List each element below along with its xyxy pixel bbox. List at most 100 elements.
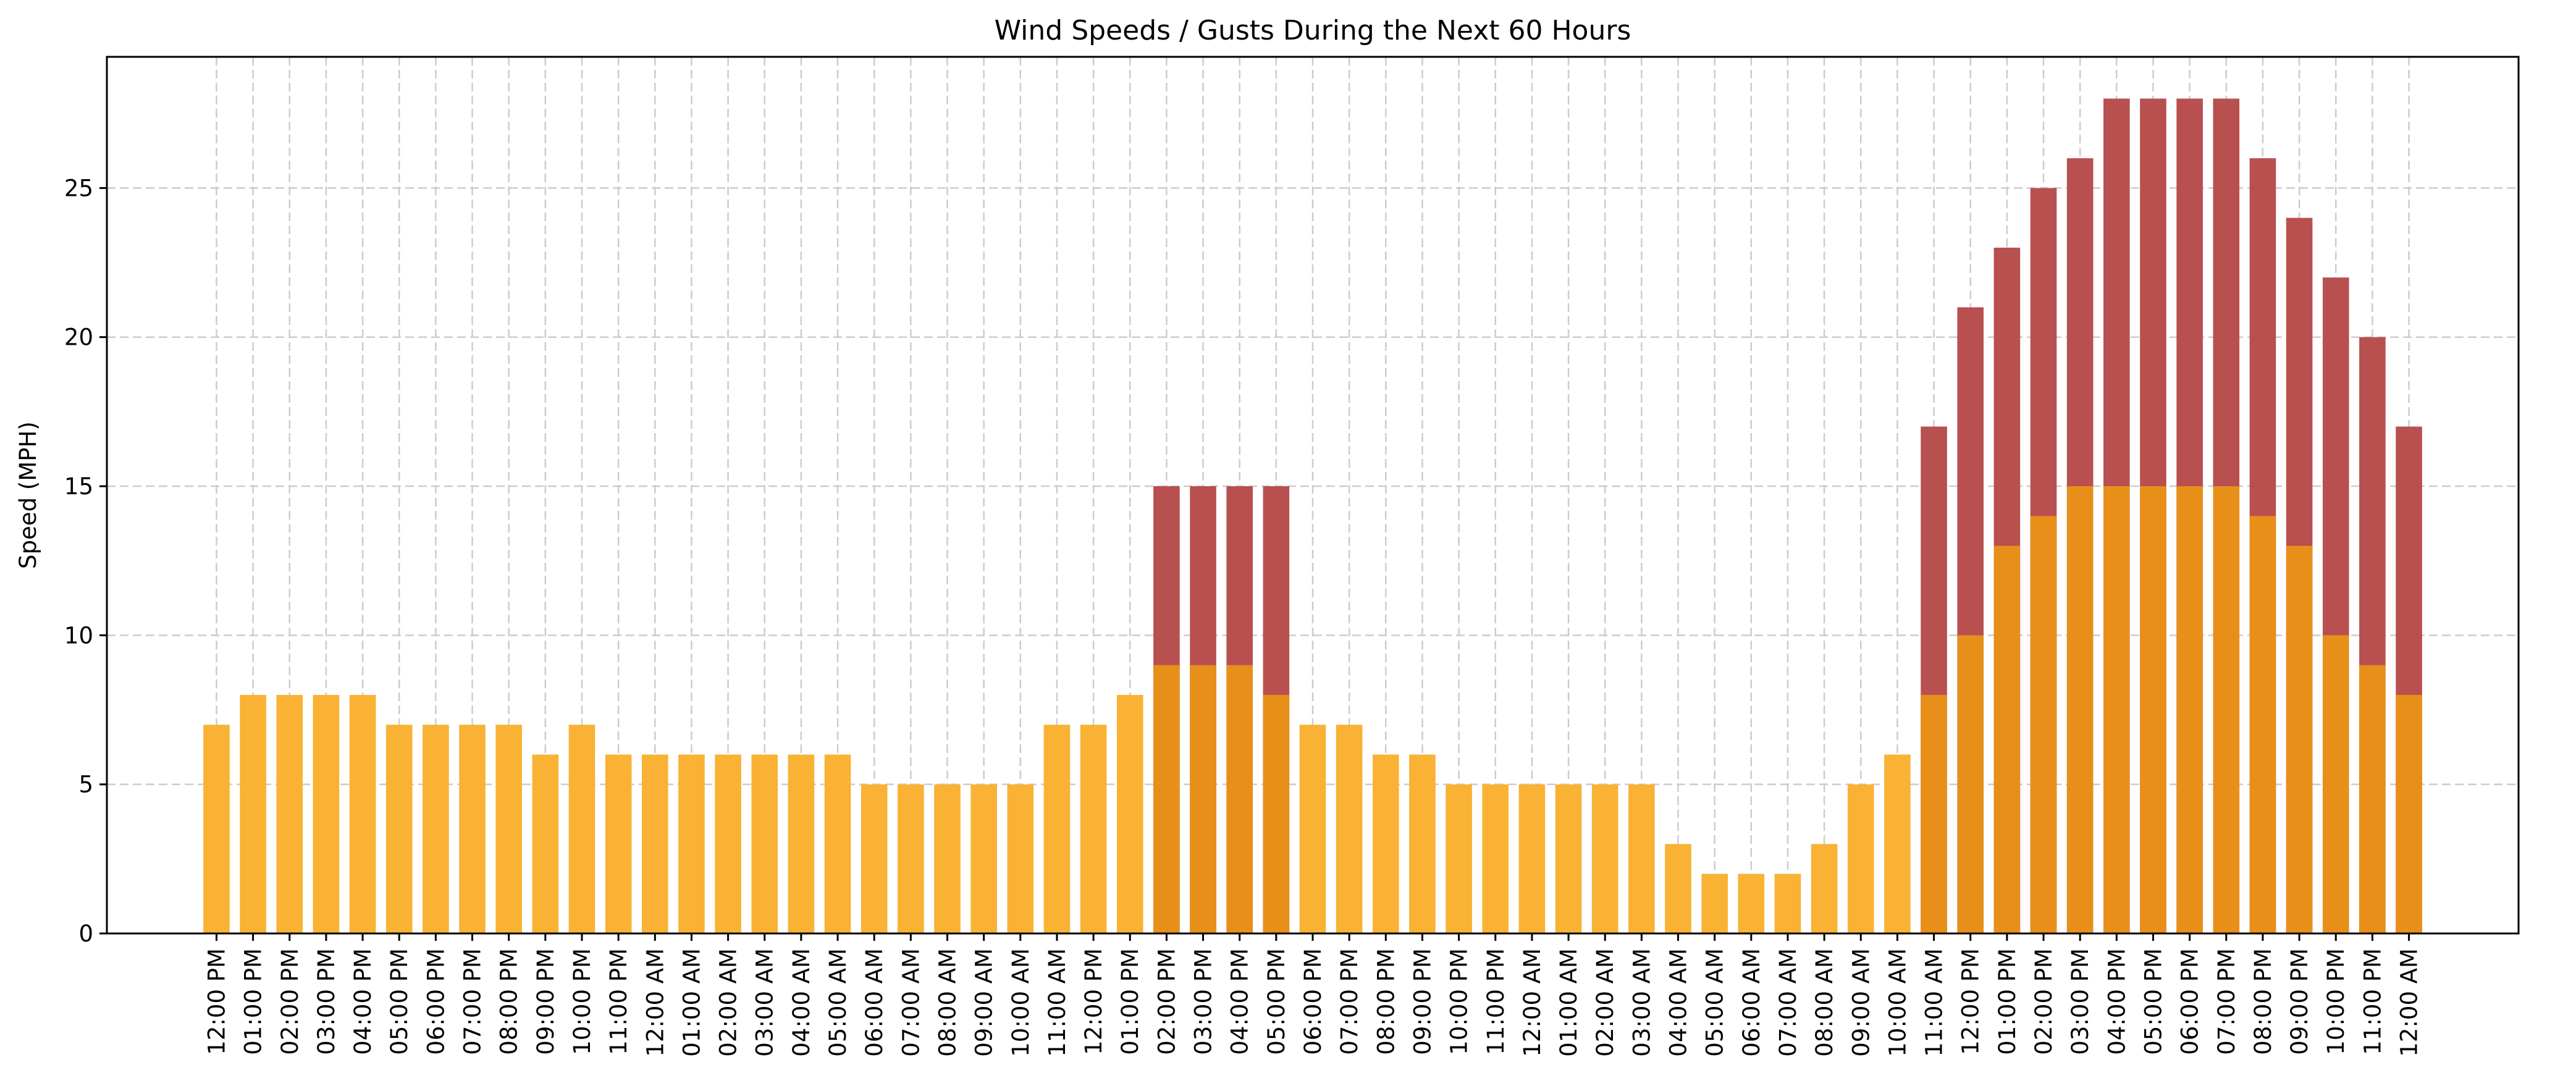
x-tick-label: 08:00 PM xyxy=(496,948,523,1055)
x-tick-label: 01:00 PM xyxy=(240,948,267,1055)
x-tick-label: 01:00 PM xyxy=(1117,948,1143,1055)
y-tick-label: 0 xyxy=(78,920,93,947)
speed-bar xyxy=(934,784,961,933)
x-tick-label: 09:00 AM xyxy=(1848,948,1874,1057)
x-tick-label: 07:00 AM xyxy=(1775,948,1801,1057)
speed-bar xyxy=(2213,486,2240,933)
x-tick-label: 05:00 AM xyxy=(825,948,851,1057)
speed-bar xyxy=(1226,665,1253,933)
y-axis-label: Speed (MPH) xyxy=(15,421,41,569)
y-tick-label: 25 xyxy=(64,175,93,201)
x-tick-label: 05:00 PM xyxy=(386,948,413,1055)
speed-bar xyxy=(641,754,668,933)
x-tick-label: 01:00 AM xyxy=(678,948,705,1057)
y-tick-label: 5 xyxy=(78,772,93,798)
x-tick-label: 01:00 PM xyxy=(1994,948,2021,1055)
speed-bar xyxy=(1518,784,1546,933)
y-tick-label: 10 xyxy=(64,622,93,649)
x-tick-label: 12:00 AM xyxy=(642,948,668,1057)
speed-bar xyxy=(2286,546,2313,933)
speed-bar xyxy=(788,754,815,933)
x-tick-label: 03:00 AM xyxy=(752,948,778,1057)
x-tick-label: 05:00 PM xyxy=(2140,948,2166,1055)
x-tick-label: 10:00 PM xyxy=(2323,948,2349,1055)
x-tick-label: 03:00 AM xyxy=(1628,948,1655,1057)
speed-bar xyxy=(1993,546,2021,933)
speed-bar xyxy=(1665,844,1691,933)
speed-bar xyxy=(532,754,559,933)
x-tick-label: 12:00 PM xyxy=(1080,948,1107,1055)
x-tick-label: 02:00 AM xyxy=(1592,948,1618,1057)
speed-bar xyxy=(349,694,376,933)
speed-bar xyxy=(1153,665,1180,933)
x-tick-label: 07:00 PM xyxy=(2213,948,2240,1055)
x-tick-label: 08:00 AM xyxy=(934,948,961,1057)
x-tick-label: 12:00 AM xyxy=(1519,948,1546,1057)
x-tick-label: 10:00 AM xyxy=(1008,948,1034,1057)
speed-bar xyxy=(824,754,851,933)
x-tick-label: 08:00 PM xyxy=(1373,948,1399,1055)
speed-bar xyxy=(1446,784,1472,933)
speed-bar xyxy=(2140,486,2166,933)
speed-bar xyxy=(1701,874,1728,933)
speed-bar xyxy=(2359,665,2386,933)
speed-bar xyxy=(1373,754,1399,933)
x-tick-label: 04:00 AM xyxy=(1665,948,1692,1057)
speed-bar xyxy=(2066,486,2094,933)
speed-bar xyxy=(1299,725,1326,933)
x-tick-label: 09:00 PM xyxy=(2286,948,2313,1055)
speed-bar xyxy=(203,725,230,933)
speed-bar xyxy=(861,784,888,933)
x-tick-label: 08:00 PM xyxy=(2250,948,2276,1055)
speed-bar xyxy=(715,754,741,933)
x-tick-label: 02:00 PM xyxy=(1153,948,1180,1055)
x-tick-label: 08:00 AM xyxy=(1811,948,1838,1057)
x-tick-label: 12:00 AM xyxy=(2396,948,2423,1057)
speed-bar xyxy=(1957,635,1984,933)
speed-bar xyxy=(970,784,997,933)
x-tick-label: 07:00 PM xyxy=(1336,948,1363,1055)
x-tick-label: 04:00 PM xyxy=(1227,948,1253,1055)
x-tick-label: 11:00 PM xyxy=(2359,948,2386,1055)
speed-bar xyxy=(423,725,449,933)
speed-bar xyxy=(605,754,632,933)
x-tick-label: 03:00 PM xyxy=(2067,948,2094,1055)
x-tick-label: 03:00 PM xyxy=(313,948,340,1055)
x-tick-label: 05:00 AM xyxy=(1702,948,1728,1057)
speed-bar xyxy=(495,725,522,933)
x-tick-label: 07:00 PM xyxy=(460,948,486,1055)
speed-bar xyxy=(1080,725,1107,933)
x-tick-label: 06:00 AM xyxy=(1738,948,1765,1057)
speed-bar xyxy=(1007,784,1034,933)
speed-bar xyxy=(1116,694,1143,933)
x-tick-label: 10:00 PM xyxy=(1446,948,1473,1055)
x-tick-label: 10:00 PM xyxy=(569,948,596,1055)
x-tick-label: 06:00 AM xyxy=(861,948,888,1057)
speed-bar xyxy=(1774,874,1801,933)
speed-bar xyxy=(2249,516,2276,933)
chart-title: Wind Speeds / Gusts During the Next 60 H… xyxy=(995,15,1631,46)
x-tick-label: 06:00 PM xyxy=(2177,948,2203,1055)
x-tick-label: 09:00 PM xyxy=(532,948,559,1055)
speed-bar xyxy=(459,725,486,933)
speed-bar xyxy=(1738,874,1765,933)
x-tick-label: 12:00 PM xyxy=(1958,948,1984,1055)
speed-bar xyxy=(1847,784,1874,933)
speed-bar xyxy=(1555,784,1582,933)
x-tick-label: 04:00 PM xyxy=(350,948,376,1055)
x-tick-label: 01:00 AM xyxy=(1555,948,1582,1057)
y-tick-label: 20 xyxy=(64,324,93,351)
speed-bar xyxy=(1884,754,1911,933)
speed-bar xyxy=(568,725,596,933)
x-tick-label: 11:00 PM xyxy=(1483,948,1509,1055)
speed-bar xyxy=(678,754,705,933)
speed-bar xyxy=(1591,784,1618,933)
speed-bar xyxy=(751,754,778,933)
speed-bar xyxy=(2322,635,2349,933)
x-tick-label: 04:00 PM xyxy=(2103,948,2130,1055)
speed-bar xyxy=(1811,844,1838,933)
speed-bar xyxy=(1409,754,1436,933)
speed-bar xyxy=(1190,665,1216,933)
speed-bar xyxy=(2396,694,2422,933)
